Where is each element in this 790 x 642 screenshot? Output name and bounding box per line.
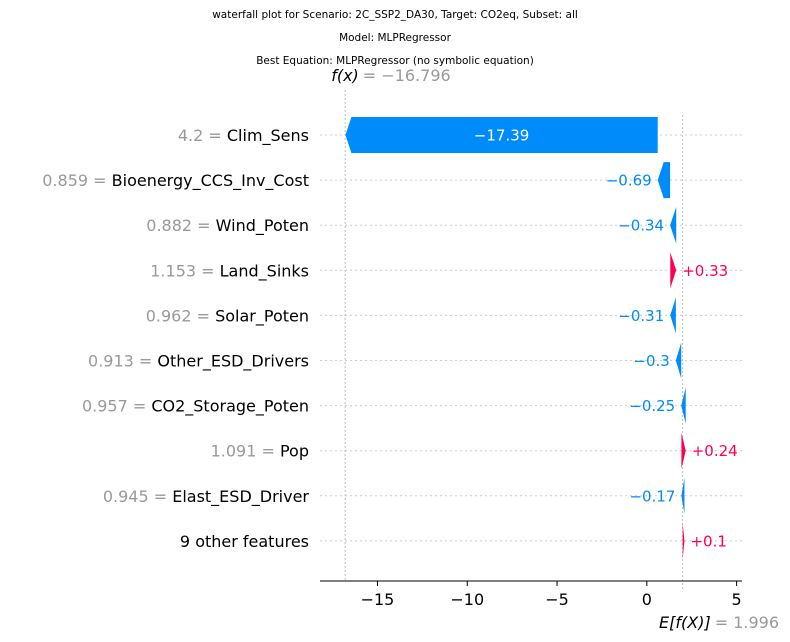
chart-title: waterfall plot for Scenario: 2C_SSP2_DA3… [212, 9, 578, 67]
fx-value: = −16.796 [363, 66, 451, 85]
x-tick-label: 0 [642, 590, 652, 609]
bar-land-sinks [670, 252, 677, 289]
title-line-1: waterfall plot for Scenario: 2C_SSP2_DA3… [212, 9, 578, 21]
feature-label: 1.091 = Pop [211, 442, 309, 461]
feature-name: Clim_Sens [227, 126, 309, 146]
feature-label: 0.913 = Other_ESD_Drivers [88, 352, 309, 372]
bar-label: −0.34 [618, 217, 664, 235]
bar-label: −0.31 [618, 307, 664, 325]
feature-label: 0.882 = Wind_Poten [146, 216, 309, 236]
row-gridlines [320, 134, 742, 542]
bar-bioenergy-ccs-inv-cost [657, 162, 671, 199]
feature-label: 0.945 = Elast_ESD_Driver [103, 487, 310, 507]
feature-value: 0.962 = [146, 306, 215, 325]
feature-value: 1.153 = [150, 261, 219, 280]
feature-name: Wind_Poten [216, 216, 309, 236]
feature-value: 0.859 = [42, 171, 111, 190]
x-tick-label: −5 [545, 590, 569, 609]
efx-value: = 1.996 [715, 613, 779, 632]
feature-name: Land_Sinks [220, 261, 309, 281]
bar-label: −0.69 [606, 172, 652, 190]
feature-label: 0.859 = Bioenergy_CCS_Inv_Cost [42, 171, 309, 191]
bar-label: −0.17 [629, 487, 675, 505]
reference-lines: f(x) = −16.796 [331, 66, 684, 591]
bar-other-esd-drivers [675, 342, 682, 379]
feature-name: Other_ESD_Drivers [157, 352, 309, 372]
feature-value: 0.957 = [82, 397, 151, 416]
bar-wind-poten [670, 207, 677, 244]
efx-label: E[f(X)] [659, 613, 711, 632]
bar-label: +0.24 [692, 442, 738, 460]
bar-label: −0.3 [633, 352, 669, 370]
fx-annotation: f(x) = −16.796 [331, 66, 450, 85]
bar-label: −0.25 [629, 397, 675, 415]
x-tick-label: 5 [732, 590, 742, 609]
efx-annotation: E[f(X)] = 1.996 [659, 613, 779, 632]
feature-value: 4.2 = [178, 126, 227, 145]
bars: −17.39 −0.69 −0.34 +0.33 −0.31 −0.3 −0.25 +0.24… [345, 117, 738, 559]
bar-label: +0.33 [682, 262, 728, 280]
x-tick-label: −10 [450, 590, 484, 609]
expected-value-annotations: E[f(X)] = 1.996 [659, 613, 779, 632]
feature-value: 1.091 = [211, 442, 280, 461]
feature-labels: 4.2 = Clim_Sens 0.859 = Bioenergy_CCS_Inv… [42, 126, 309, 551]
feature-value: 0.882 = [146, 216, 215, 235]
bar-elast-esd-driver [681, 477, 685, 514]
feature-value: 0.945 = [103, 487, 172, 506]
feature-label: 9 other features [180, 532, 309, 551]
feature-name: Solar_Poten [215, 306, 309, 326]
feature-label: 0.957 = CO2_Storage_Poten [82, 397, 309, 417]
feature-name: 9 other features [180, 532, 309, 551]
bar-clim-sens [345, 117, 658, 153]
bar-9-other-features [682, 522, 685, 559]
x-axis: −15 −10 −5 0 5 [320, 580, 742, 609]
feature-label: 4.2 = Clim_Sens [178, 126, 309, 146]
bar-solar-poten [670, 297, 676, 334]
feature-name: Bioenergy_CCS_Inv_Cost [112, 171, 309, 191]
bar-label: −17.39 [474, 127, 530, 145]
bar-label: +0.1 [690, 532, 726, 550]
feature-name: Elast_ESD_Driver [172, 487, 309, 507]
feature-name: CO2_Storage_Poten [151, 397, 309, 417]
feature-value: 0.913 = [88, 352, 157, 371]
bar-co2-storage-poten [681, 387, 686, 424]
title-line-3: Best Equation: MLPRegressor (no symbolic… [256, 55, 534, 67]
x-tick-label: −15 [361, 590, 395, 609]
feature-name: Pop [280, 442, 309, 461]
title-line-2: Model: MLPRegressor [339, 32, 452, 44]
feature-label: 1.153 = Land_Sinks [150, 261, 309, 281]
feature-label: 0.962 = Solar_Poten [146, 306, 309, 326]
fx-label: f(x) [331, 66, 359, 85]
bar-pop [681, 432, 686, 469]
